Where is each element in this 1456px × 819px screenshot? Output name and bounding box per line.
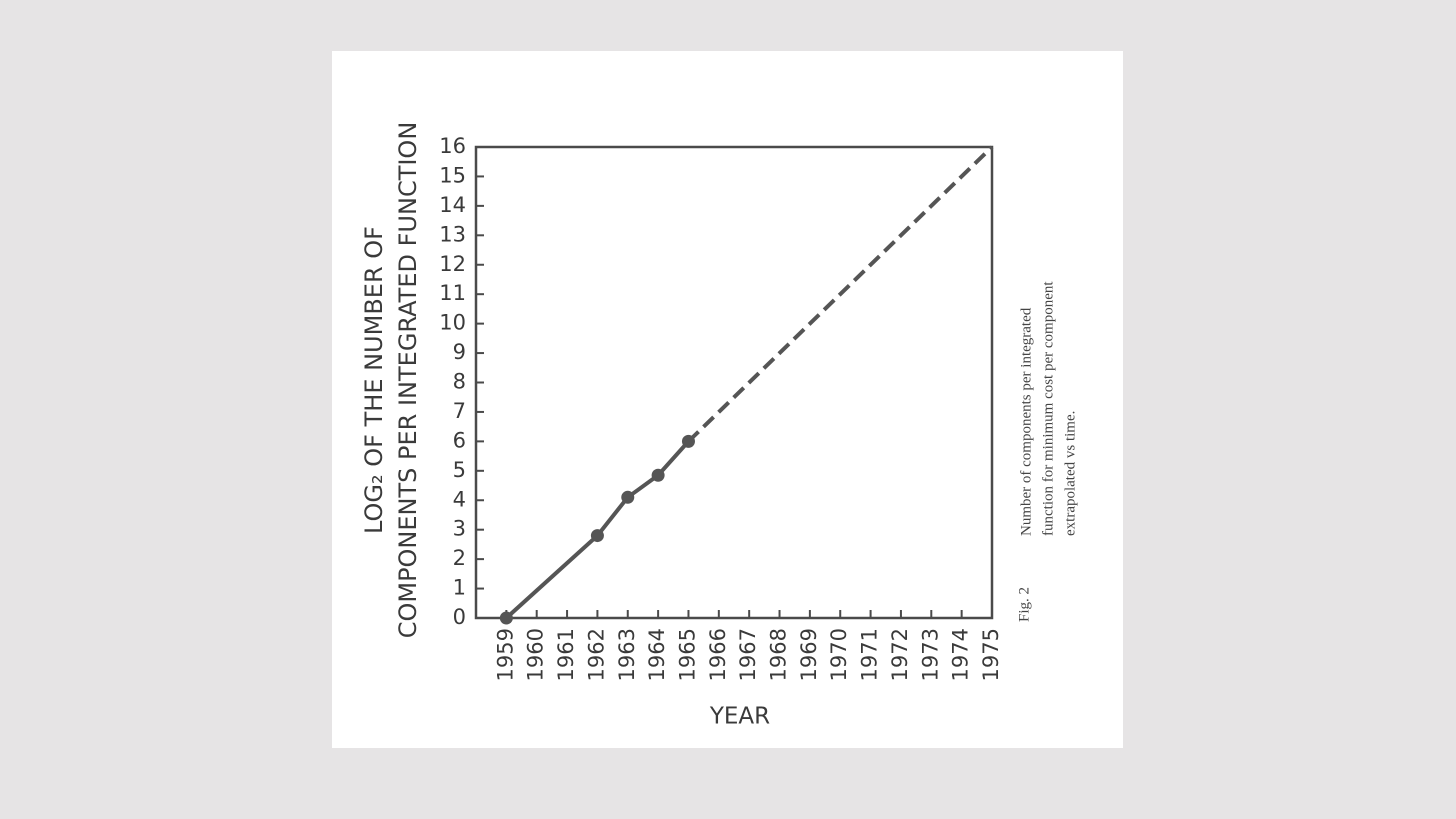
- caption-line: Number of components per integrated: [1018, 307, 1034, 536]
- y-tick-label: 3: [453, 517, 466, 541]
- x-tick-label: 1964: [645, 628, 669, 681]
- y-tick-label: 9: [453, 340, 466, 364]
- x-tick-label: 1965: [675, 628, 699, 681]
- x-tick-label: 1962: [584, 628, 608, 681]
- y-tick-label: 2: [453, 546, 466, 570]
- y-tick-label: 16: [439, 134, 466, 158]
- figure-number: Fig. 2: [1016, 587, 1032, 622]
- y-tick-label: 4: [453, 487, 466, 511]
- x-tick-label: 1959: [493, 628, 517, 681]
- x-tick-label: 1975: [979, 628, 1003, 681]
- x-tick-label: 1968: [767, 628, 791, 681]
- data-point: [499, 611, 513, 625]
- x-axis-title: YEAR: [709, 704, 770, 730]
- x-tick-label: 1972: [888, 628, 912, 681]
- y-tick-label: 15: [439, 163, 466, 187]
- x-tick-label: 1967: [736, 628, 760, 681]
- x-tick-label: 1960: [524, 628, 548, 681]
- y-tick-label: 8: [453, 370, 466, 394]
- data-point: [681, 434, 695, 448]
- caption-line: function for minimum cost per component: [1040, 281, 1056, 536]
- data-point: [621, 490, 635, 504]
- x-tick-label: 1970: [827, 628, 851, 681]
- caption-line: extrapolated vs time.: [1062, 411, 1078, 536]
- y-tick-label: 6: [453, 428, 466, 452]
- y-axis-title: COMPONENTS PER INTEGRATED FUNCTION: [394, 122, 422, 639]
- y-tick-label: 5: [453, 458, 466, 482]
- x-tick-label: 1971: [858, 628, 882, 681]
- y-axis-title: LOG₂ OF THE NUMBER OF: [360, 226, 388, 534]
- y-tick-label: 13: [439, 222, 466, 246]
- y-tick-label: 0: [453, 605, 466, 629]
- y-tick-label: 11: [439, 281, 466, 305]
- x-tick-label: 1966: [706, 628, 730, 681]
- data-point: [651, 468, 665, 482]
- y-tick-label: 14: [439, 193, 466, 217]
- y-tick-label: 7: [453, 399, 466, 423]
- extrapolation-line: [687, 145, 994, 443]
- x-tick-label: 1973: [918, 628, 942, 681]
- x-tick-label: 1974: [949, 628, 973, 681]
- x-tick-label: 1963: [615, 628, 639, 681]
- x-tick-label: 1961: [554, 628, 578, 681]
- y-tick-label: 10: [439, 311, 466, 335]
- data-point: [590, 529, 604, 543]
- y-tick-label: 12: [439, 252, 466, 276]
- y-tick-label: 1: [453, 576, 466, 600]
- x-tick-label: 1969: [797, 628, 821, 681]
